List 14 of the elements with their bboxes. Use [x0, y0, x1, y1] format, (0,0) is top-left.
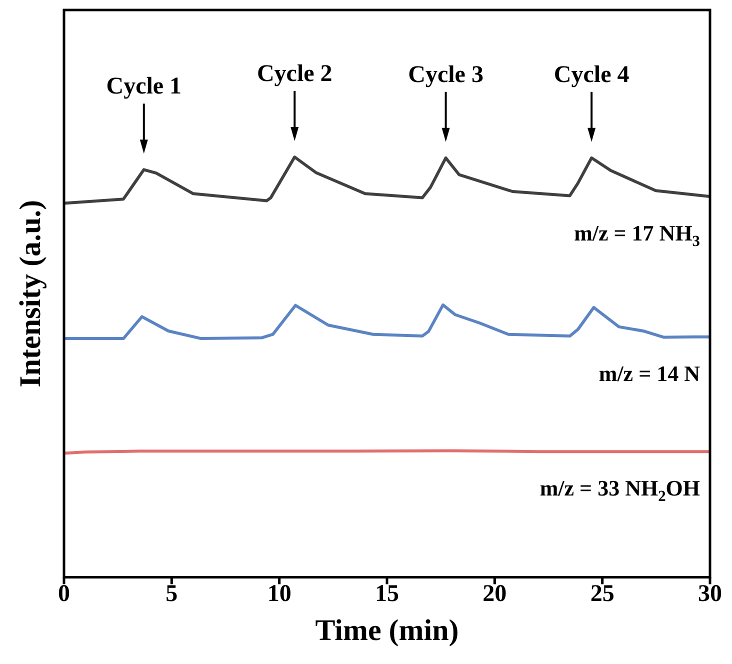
annotation: Cycle 3 [408, 62, 484, 88]
x-tick-label: 0 [58, 580, 70, 607]
annotation: Cycle 2 [256, 61, 332, 88]
x-tick-label: 15 [375, 580, 399, 607]
y-axis-title: Intensity (a.u.) [14, 200, 47, 388]
x-tick-label: 10 [267, 580, 292, 607]
x-tick-label: 30 [698, 580, 722, 607]
annotation: Cycle 4 [554, 62, 630, 88]
series-label: m/z = 14 N [598, 360, 700, 386]
x-tick-label: 20 [482, 580, 507, 607]
annotation: Cycle 1 [106, 74, 182, 100]
x-tick-label: 25 [590, 580, 614, 607]
x-axis-title: Time (min) [315, 614, 459, 647]
x-tick-label: 5 [166, 580, 178, 607]
